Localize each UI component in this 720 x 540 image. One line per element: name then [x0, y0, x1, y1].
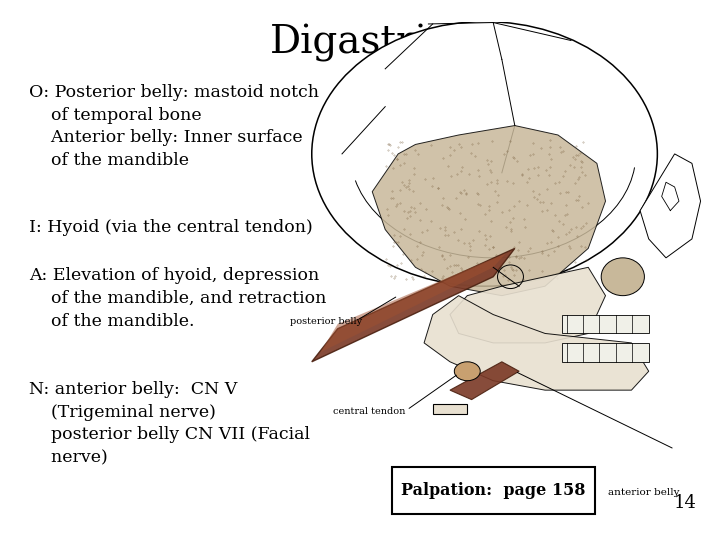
Ellipse shape	[601, 258, 644, 296]
Ellipse shape	[312, 22, 657, 286]
Text: central tendon: central tendon	[333, 407, 406, 416]
Polygon shape	[312, 248, 515, 362]
Ellipse shape	[454, 362, 480, 381]
Text: Digastric: Digastric	[270, 24, 450, 62]
Text: Palpation:  page 158: Palpation: page 158	[401, 482, 586, 499]
Text: O: Posterior belly: mastoid notch
    of temporal bone
    Anterior belly: Inner: O: Posterior belly: mastoid notch of tem…	[29, 84, 319, 169]
Text: posterior belly: posterior belly	[290, 317, 362, 326]
Text: A: Elevation of hyoid, depression
    of the mandible, and retraction
    of the: A: Elevation of hyoid, depression of the…	[29, 267, 326, 330]
Polygon shape	[372, 125, 606, 296]
Text: I: Hyoid (via the central tendon): I: Hyoid (via the central tendon)	[29, 219, 312, 235]
Polygon shape	[320, 253, 506, 352]
Polygon shape	[562, 314, 649, 333]
Text: anterior belly: anterior belly	[608, 488, 680, 497]
Polygon shape	[424, 296, 649, 390]
FancyBboxPatch shape	[392, 467, 595, 514]
Polygon shape	[433, 404, 467, 414]
Text: N: anterior belly:  CN V
    (Trigeminal nerve)
    posterior belly CN VII (Faci: N: anterior belly: CN V (Trigeminal nerv…	[29, 381, 310, 466]
Polygon shape	[450, 362, 519, 400]
Polygon shape	[562, 343, 649, 362]
Polygon shape	[640, 154, 701, 258]
Text: 14: 14	[674, 494, 697, 512]
Polygon shape	[450, 267, 606, 343]
